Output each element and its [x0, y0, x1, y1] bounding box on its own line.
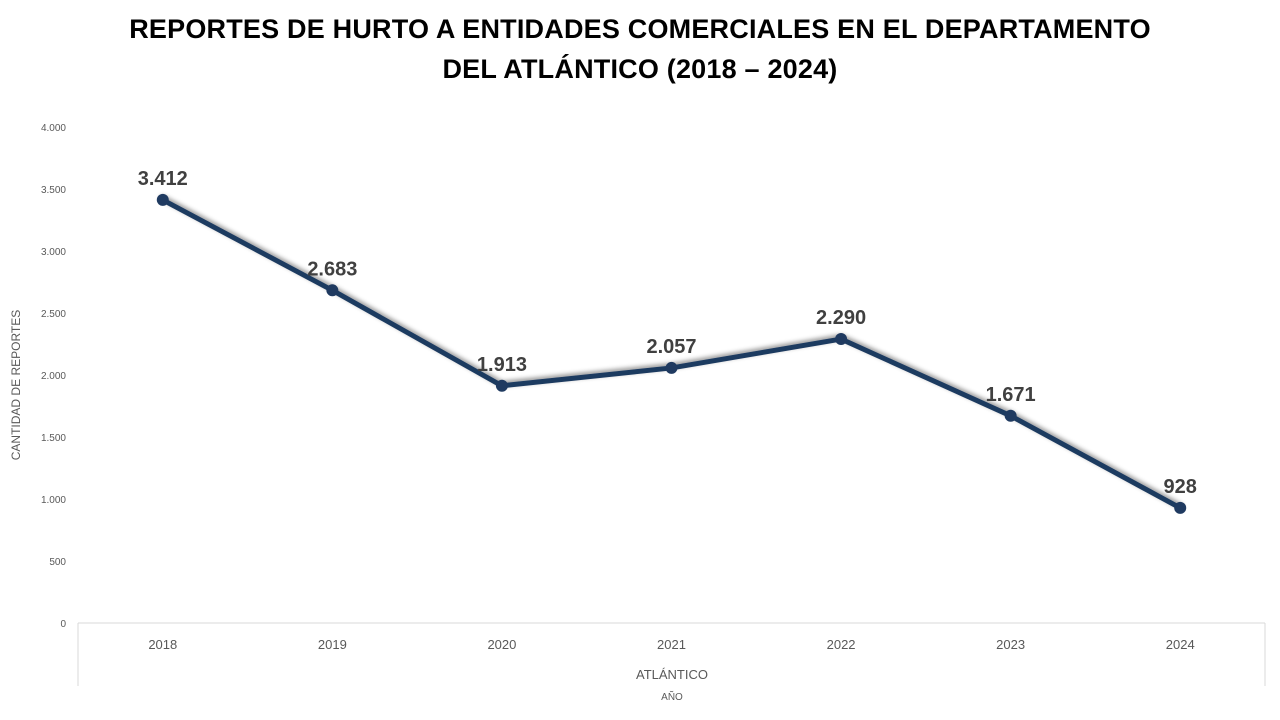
x-tick-label: 2023	[996, 637, 1025, 652]
data-point	[156, 193, 169, 206]
data-point	[665, 361, 678, 374]
data-label: 2.683	[307, 258, 357, 280]
x-group-label: ATLÁNTICO	[636, 667, 708, 682]
data-point	[326, 284, 339, 297]
chart-title-line-2: DEL ATLÁNTICO (2018 – 2024)	[442, 54, 838, 84]
y-tick-label: 1.500	[41, 433, 66, 444]
y-tick-label: 500	[49, 557, 66, 568]
data-point	[1174, 501, 1187, 514]
y-tick-label: 3.500	[41, 185, 66, 196]
chart-title-line-1: REPORTES DE HURTO A ENTIDADES COMERCIALE…	[129, 14, 1151, 44]
data-point	[1004, 409, 1017, 422]
data-label: 2.290	[816, 307, 866, 329]
y-tick-label: 3.000	[41, 247, 66, 258]
data-label: 3.412	[138, 168, 188, 190]
y-axis-title: CANTIDAD DE REPORTES	[9, 310, 23, 460]
x-axis-title: AÑO	[661, 690, 683, 703]
x-tick-label: 2021	[657, 637, 686, 652]
data-point	[495, 379, 508, 392]
x-tick-label: 2024	[1166, 637, 1195, 652]
data-label: 2.057	[646, 336, 696, 358]
y-tick-label: 1.000	[41, 495, 66, 506]
y-tick-label: 4.000	[41, 123, 66, 134]
y-tick-label: 2.000	[41, 371, 66, 382]
x-tick-label: 2020	[487, 637, 516, 652]
data-label: 1.913	[477, 354, 527, 376]
data-label: 928	[1164, 476, 1197, 498]
x-tick-label: 2022	[827, 637, 856, 652]
x-tick-label: 2018	[148, 637, 177, 652]
x-tick-label: 2019	[318, 637, 347, 652]
y-tick-label: 0	[60, 619, 66, 630]
data-point	[835, 333, 848, 346]
y-tick-label: 2.500	[41, 309, 66, 320]
data-label: 1.671	[986, 384, 1036, 406]
